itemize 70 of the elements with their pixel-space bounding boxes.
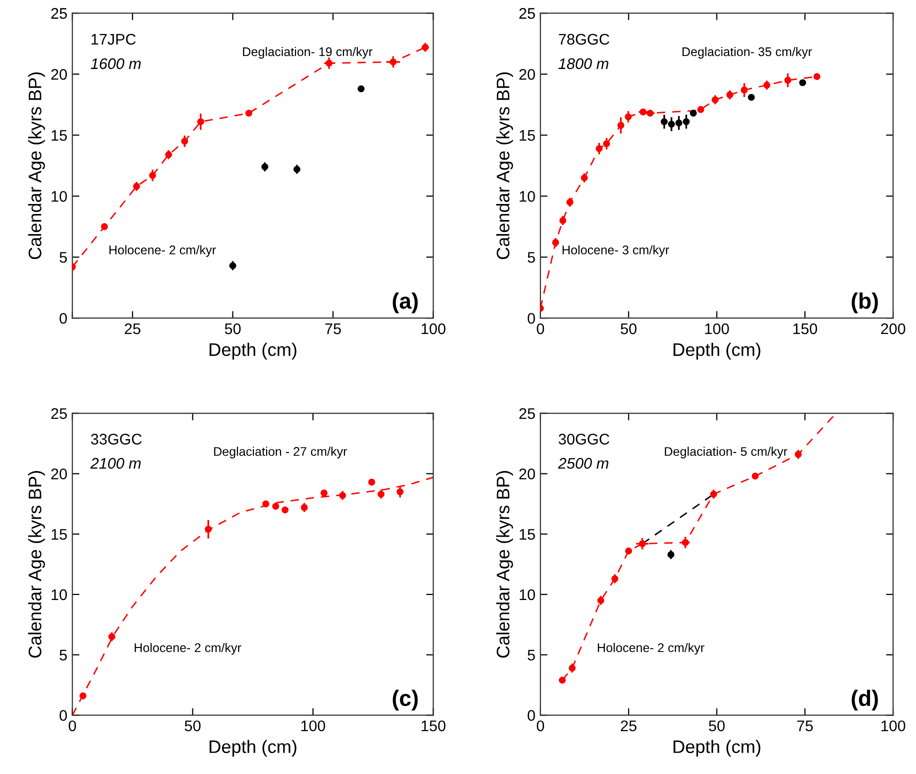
x-tick-label: 150: [793, 323, 818, 334]
x-tick-label: 25: [620, 720, 636, 732]
y-tick-label: 5: [60, 650, 67, 660]
y-axis-title: Calendar Age (kyrs BP): [496, 72, 514, 260]
x-tick-label: 50: [224, 323, 241, 334]
y-tick-label: 15: [520, 130, 535, 141]
x-tick-label: 0: [536, 720, 544, 732]
annotation: Holocene- 2 cm/kyr: [134, 642, 242, 655]
x-tick-label: 50: [184, 720, 201, 732]
x-tick-label: 100: [422, 323, 446, 334]
y-tick-label: 15: [520, 529, 535, 540]
x-tick-label: 100: [301, 720, 326, 732]
x-tick-label: 200: [881, 323, 906, 334]
annotation: 2100 m: [90, 458, 141, 469]
y-tick-label: 10: [520, 589, 535, 600]
y-tick-label: 25: [519, 408, 535, 419]
annotation: (a): [392, 292, 418, 314]
x-axis-title: Depth (cm): [674, 740, 760, 757]
y-tick-label: 5: [528, 252, 535, 263]
x-tick-label: 150: [422, 720, 446, 732]
annotation: Deglaciation - 27 cm/kyr: [214, 446, 347, 458]
x-axis-title: Depth (cm): [210, 342, 296, 360]
y-tick-label: 5: [528, 650, 535, 660]
y-tick-label: 20: [51, 468, 67, 480]
annotation: 78GGC: [558, 34, 610, 45]
y-axis-title: Calendar Age (kyrs BP): [496, 471, 514, 658]
y-tick-label: 25: [51, 8, 67, 19]
x-axis-title: Depth (cm): [210, 740, 296, 757]
annotation: 17JPC: [92, 34, 136, 45]
annotation: (b): [852, 292, 878, 314]
annotation: Holocene- 3 cm/kyr: [562, 245, 670, 257]
annotation: (c): [392, 690, 418, 710]
y-tick-label: 20: [519, 69, 535, 80]
annotation: 2500 m: [558, 458, 608, 469]
x-tick-label: 0: [68, 720, 76, 732]
annotation: Deglaciation- 19 cm/kyr: [243, 46, 372, 59]
annotation: (d): [852, 690, 878, 710]
annotation: Deglaciation- 5 cm/kyr: [664, 446, 788, 458]
y-tick-label: 0: [528, 312, 535, 324]
annotation: 1600 m: [90, 58, 141, 70]
annotation: 33GGC: [90, 434, 142, 445]
y-tick-label: 5: [60, 252, 67, 263]
y-tick-label: 0: [528, 710, 535, 721]
y-axis-title: Calendar Age (kyrs BP): [28, 471, 45, 658]
y-tick-label: 0: [60, 312, 67, 324]
annotation: 30GGC: [558, 434, 610, 445]
x-tick-label: 100: [705, 323, 729, 334]
x-tick-label: 0: [536, 323, 544, 334]
y-tick-label: 0: [60, 710, 67, 721]
y-tick-label: 15: [52, 529, 67, 540]
annotation: 1800 m: [558, 58, 608, 70]
x-tick-label: 50: [708, 720, 725, 732]
y-tick-label: 20: [51, 69, 67, 80]
x-tick-label: 50: [620, 323, 637, 334]
y-tick-label: 10: [52, 191, 67, 202]
y-tick-label: 25: [519, 8, 535, 19]
annotation: Holocene- 2 cm/kyr: [109, 245, 216, 257]
y-tick-label: 25: [51, 408, 67, 419]
annotation: Holocene- 2 cm/kyr: [598, 642, 704, 655]
x-tick-label: 25: [124, 323, 140, 334]
y-tick-label: 15: [52, 130, 67, 141]
x-axis-title: Depth (cm): [674, 342, 760, 360]
y-tick-label: 20: [519, 468, 535, 480]
y-tick-label: 10: [52, 589, 67, 600]
y-axis-title: Calendar Age (kyrs BP): [28, 72, 45, 260]
y-tick-label: 10: [520, 191, 535, 202]
annotation: Deglaciation- 35 cm/kyr: [682, 46, 812, 59]
x-tick-label: 75: [325, 324, 341, 334]
x-tick-label: 75: [797, 720, 813, 732]
x-tick-label: 100: [882, 720, 906, 732]
